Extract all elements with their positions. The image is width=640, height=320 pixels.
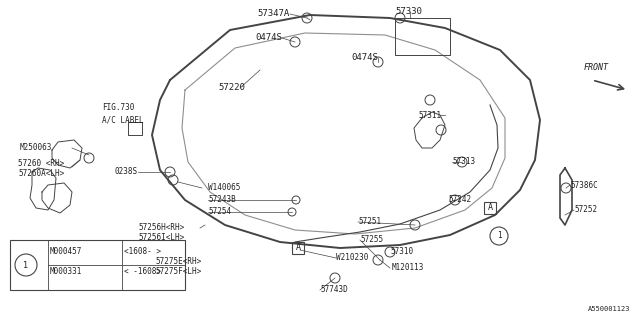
Text: A550001123: A550001123 (588, 306, 630, 312)
Text: 57330: 57330 (395, 7, 422, 17)
Text: 57275E<RH>: 57275E<RH> (155, 258, 201, 267)
Text: 0474S: 0474S (255, 34, 282, 43)
Text: 57242: 57242 (448, 196, 471, 204)
Text: 57220: 57220 (218, 84, 245, 92)
Text: <1608- >: <1608- > (124, 247, 161, 257)
Bar (292, 242, 304, 254)
Text: M000457: M000457 (50, 247, 83, 257)
Bar (484, 202, 496, 214)
Text: 57256I<LH>: 57256I<LH> (138, 234, 184, 243)
Text: 57252: 57252 (574, 205, 597, 214)
Text: 57260A<LH>: 57260A<LH> (18, 169, 64, 178)
Text: M120113: M120113 (392, 263, 424, 273)
Text: < -1608>: < -1608> (124, 268, 161, 276)
Text: W140065: W140065 (208, 183, 241, 193)
Text: FRONT: FRONT (584, 63, 609, 73)
Text: 57260 <RH>: 57260 <RH> (18, 158, 64, 167)
Bar (10, 240, 185, 290)
Text: A/C LABEL: A/C LABEL (102, 116, 143, 124)
Text: 1: 1 (24, 260, 29, 269)
Text: 57243B: 57243B (208, 196, 236, 204)
Text: M250063: M250063 (20, 143, 52, 153)
Text: A: A (488, 204, 493, 212)
Text: M000331: M000331 (50, 268, 83, 276)
Text: 0474S: 0474S (351, 53, 378, 62)
Text: 57386C: 57386C (570, 180, 598, 189)
Text: 57254: 57254 (208, 207, 231, 217)
Text: 57347A: 57347A (258, 10, 290, 19)
Text: 57743D: 57743D (320, 285, 348, 294)
Text: 57311: 57311 (418, 110, 441, 119)
Text: 57255: 57255 (360, 236, 383, 244)
Text: 57313: 57313 (452, 157, 475, 166)
Text: A: A (296, 244, 301, 252)
Text: 57275F<LH>: 57275F<LH> (155, 268, 201, 276)
Text: 57310: 57310 (390, 247, 413, 257)
Text: FIG.730: FIG.730 (102, 103, 134, 113)
Text: 0238S: 0238S (115, 167, 138, 177)
Text: W210230: W210230 (336, 253, 369, 262)
Text: 57251: 57251 (358, 218, 381, 227)
Text: 1: 1 (497, 231, 501, 241)
Text: 57256H<RH>: 57256H<RH> (138, 223, 184, 233)
